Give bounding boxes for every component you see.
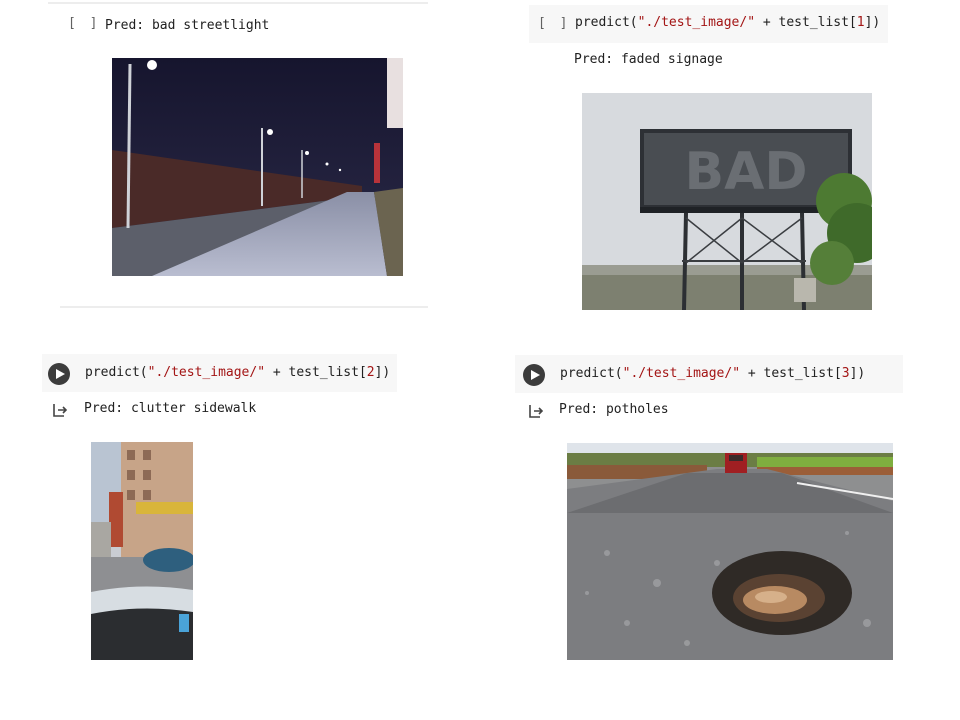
code-string-token: "./test_image/" bbox=[622, 366, 741, 381]
cell-output-text: Pred: potholes bbox=[559, 402, 669, 417]
code-line[interactable]: predict("./test_image/" + test_list[2]) bbox=[85, 365, 390, 380]
code-string-token: "./test_image/" bbox=[637, 15, 756, 30]
svg-text:BAD: BAD bbox=[684, 142, 807, 202]
output-image-pothole bbox=[567, 443, 893, 660]
output-arrow-icon bbox=[53, 404, 68, 417]
code-token: ]) bbox=[864, 15, 881, 30]
cell-bottom-divider bbox=[60, 306, 428, 308]
code-line[interactable]: predict("./test_image/" + test_list[1]) bbox=[575, 15, 880, 30]
code-token: ]) bbox=[374, 365, 391, 380]
code-token: + test_list[ bbox=[740, 366, 842, 381]
cell-output-text: Pred: faded signage bbox=[574, 52, 723, 67]
cell-execution-bracket[interactable]: [ ] bbox=[538, 16, 571, 31]
cell-output-text: Pred: bad streetlight bbox=[105, 18, 270, 33]
code-number-token: 2 bbox=[366, 365, 375, 380]
code-token: predict( bbox=[560, 366, 623, 381]
play-icon[interactable] bbox=[48, 363, 70, 385]
cell-output-text: Pred: clutter sidewalk bbox=[84, 401, 257, 416]
code-token: + test_list[ bbox=[265, 365, 367, 380]
cell-top-divider bbox=[48, 2, 428, 4]
play-icon[interactable] bbox=[523, 364, 545, 386]
output-image-billboard: BAD bbox=[582, 93, 872, 310]
code-number-token: 3 bbox=[841, 366, 850, 381]
code-token: ]) bbox=[849, 366, 866, 381]
code-cell-editor[interactable] bbox=[529, 5, 888, 43]
code-cell-editor[interactable] bbox=[515, 355, 903, 393]
cell-execution-bracket[interactable]: [ ] bbox=[68, 16, 101, 31]
code-token: predict( bbox=[575, 15, 638, 30]
output-image-sidewalk bbox=[91, 442, 193, 660]
code-token: + test_list[ bbox=[755, 15, 857, 30]
code-string-token: "./test_image/" bbox=[147, 365, 266, 380]
output-image-streetlight bbox=[112, 58, 403, 276]
code-cell-editor[interactable] bbox=[42, 354, 397, 392]
output-arrow-icon bbox=[529, 405, 544, 418]
code-token: predict( bbox=[85, 365, 148, 380]
code-line[interactable]: predict("./test_image/" + test_list[3]) bbox=[560, 366, 865, 381]
code-number-token: 1 bbox=[856, 15, 865, 30]
